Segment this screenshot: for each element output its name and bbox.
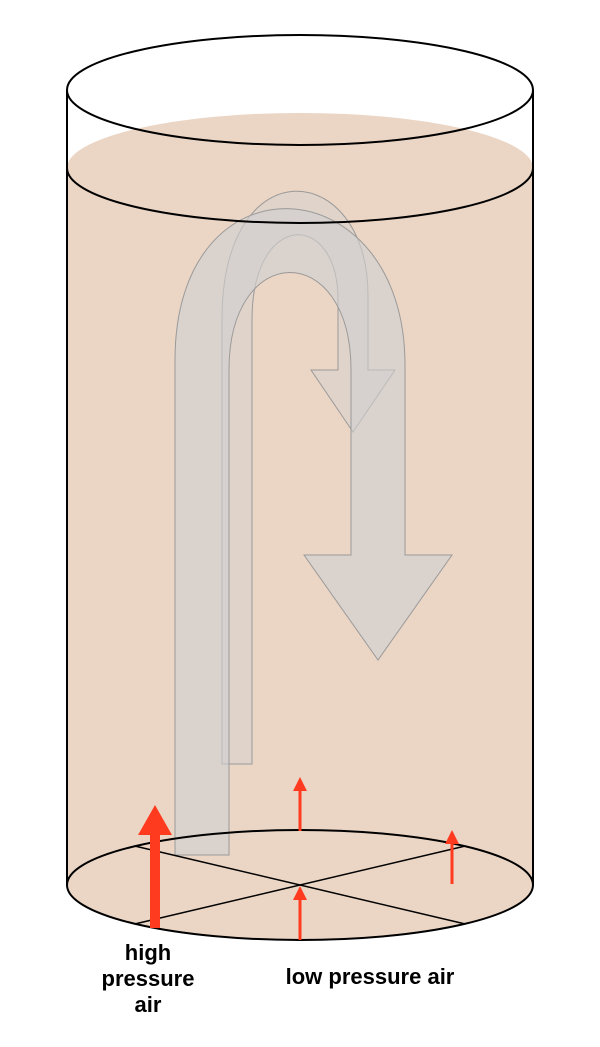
high-pressure-label: highpressureair <box>102 940 195 1017</box>
low-pressure-label-line-0: low pressure air <box>286 964 455 989</box>
high-pressure-label-line-1: pressure <box>102 966 195 991</box>
low-pressure-label: low pressure air <box>286 964 455 989</box>
high-pressure-label-line-0: high <box>125 940 171 965</box>
high-pressure-label-line-2: air <box>135 992 162 1017</box>
